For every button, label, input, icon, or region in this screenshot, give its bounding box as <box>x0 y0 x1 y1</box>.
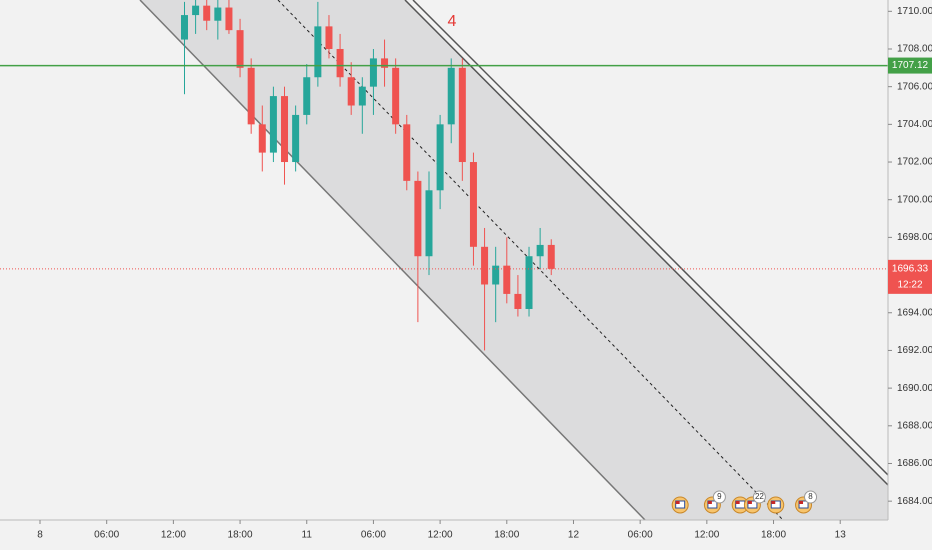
channel-upper-2 <box>412 0 889 476</box>
candle-body <box>303 77 311 115</box>
y-tick-label: 1698.00 <box>897 232 932 243</box>
x-tick-label: 11 <box>302 530 313 541</box>
x-tick-label: 06:00 <box>628 530 653 541</box>
candle-body <box>414 180 422 257</box>
candle-body <box>325 26 333 49</box>
candle-body <box>503 265 511 294</box>
x-tick-label: 18:00 <box>494 530 519 541</box>
y-tick-label: 1690.00 <box>897 383 932 394</box>
y-tick-label: 1686.00 <box>897 458 932 469</box>
event-flag <box>675 500 686 509</box>
x-tick-label: 8 <box>37 530 43 541</box>
candle-body <box>458 67 466 163</box>
candle-body <box>436 124 444 191</box>
event-flag <box>798 500 809 509</box>
y-tick-label: 1710.00 <box>897 6 932 17</box>
candle-body <box>292 114 300 163</box>
candle-body <box>281 96 289 163</box>
candle-body <box>214 7 222 21</box>
event-flag-stripe <box>799 501 804 504</box>
candle-body <box>492 265 500 285</box>
candle-body <box>481 246 489 285</box>
event-flag-stripe <box>675 501 680 504</box>
event-badge <box>804 490 818 504</box>
last-price-box <box>888 259 932 294</box>
x-tick-label: 13 <box>835 530 847 541</box>
candle-body <box>381 58 389 68</box>
y-tick-label: 1702.00 <box>897 157 932 168</box>
event-count: 8 <box>808 492 813 501</box>
candle-body <box>536 244 544 257</box>
candle-body <box>192 5 200 16</box>
y-tick-label: 1700.00 <box>897 194 932 205</box>
event-badge <box>712 490 726 504</box>
x-tick-label: 18:00 <box>228 530 253 541</box>
countdown: 12:22 <box>897 279 922 290</box>
candle-body <box>203 5 211 21</box>
candle-body <box>258 124 266 153</box>
candle-body <box>403 124 411 181</box>
candle-body <box>180 15 188 40</box>
candle-body <box>358 86 366 106</box>
event-count: 9 <box>717 492 722 501</box>
x-tick-label: 12 <box>568 530 580 541</box>
y-tick-label: 1684.00 <box>897 496 932 507</box>
channel-upper <box>404 0 889 486</box>
candle-body <box>225 7 233 31</box>
plot: 4 9 22 8 <box>0 0 888 514</box>
candle-body <box>269 96 277 153</box>
event-flag <box>707 500 718 509</box>
last-price-label: 1696.33 <box>892 263 929 274</box>
time-axis <box>0 520 932 550</box>
event-flag <box>747 500 758 509</box>
x-tick-label: 12:00 <box>428 530 453 541</box>
y-tick-label: 1704.00 <box>897 119 932 130</box>
candle-body <box>425 190 433 257</box>
axes: 1684.00 1686.00 1688.00 1690.00 1692.00 1694.… <box>37 6 932 541</box>
event-flag-stripe <box>735 501 740 504</box>
y-tick-label: 1694.00 <box>897 307 932 318</box>
event-flag-stripe <box>771 501 776 504</box>
candle-body <box>314 26 322 78</box>
event-badge <box>752 490 766 504</box>
candle-body <box>469 162 477 247</box>
annotation: 4 <box>448 13 457 30</box>
candle-body <box>525 256 533 309</box>
x-tick-label: 06:00 <box>94 530 119 541</box>
x-tick-label: 18:00 <box>761 530 786 541</box>
candle-body <box>392 67 400 125</box>
event-flag-stripe <box>747 501 752 504</box>
candle-body <box>514 293 522 309</box>
level-label: 1707.12 <box>892 60 929 71</box>
y-tick-label: 1692.00 <box>897 345 932 356</box>
x-tick-label: 12:00 <box>694 530 719 541</box>
candle-body <box>347 77 355 106</box>
y-tick-label: 1688.00 <box>897 420 932 431</box>
y-tick-label: 1706.00 <box>897 81 932 92</box>
candle-body <box>369 58 377 87</box>
candle-body <box>247 67 255 125</box>
event-flag-stripe <box>707 501 712 504</box>
event-flag <box>770 500 781 509</box>
x-tick-label: 12:00 <box>161 530 186 541</box>
channel-lower <box>139 0 646 521</box>
event-count: 22 <box>755 492 764 501</box>
candle-body <box>336 48 344 78</box>
candle-body <box>447 67 455 125</box>
y-tick-label: 1708.00 <box>897 44 932 55</box>
x-tick-label: 06:00 <box>361 530 386 541</box>
channel-fill <box>140 0 888 520</box>
candle-body <box>236 30 244 68</box>
level-label-box <box>888 57 932 74</box>
candle-body <box>547 244 555 269</box>
